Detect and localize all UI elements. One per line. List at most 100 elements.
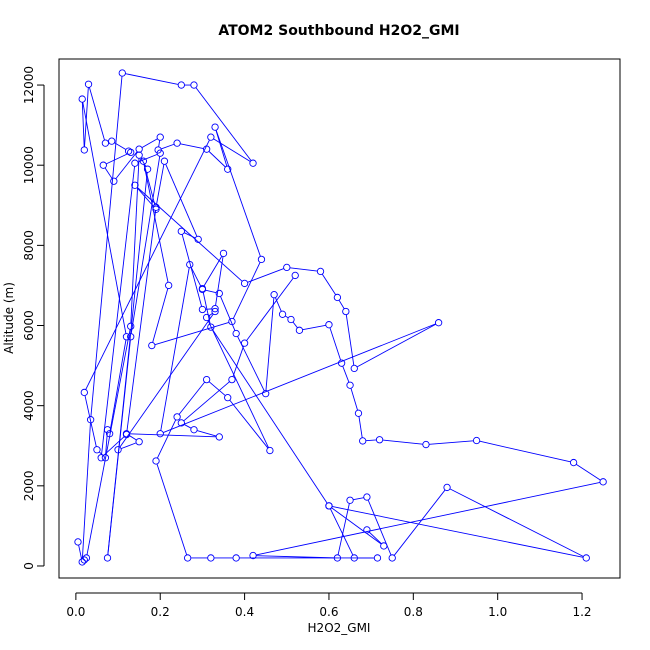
data-point [184, 554, 192, 562]
series-segment [141, 138, 158, 148]
series-segment [84, 395, 97, 447]
series-segment [140, 157, 147, 167]
series-segment [129, 433, 217, 438]
y-tick-label: 8000 [22, 230, 36, 261]
series-layer [74, 69, 607, 566]
series-segment [81, 422, 91, 559]
data-point [207, 554, 215, 562]
series-segment [215, 130, 261, 257]
data-point [207, 323, 215, 331]
x-tick-label: 0.6 [319, 605, 338, 619]
series-segment [181, 234, 203, 307]
data-point [295, 326, 304, 334]
series-segment [203, 255, 223, 287]
data-point [337, 359, 346, 367]
series-segment [353, 497, 364, 501]
series-segment [156, 164, 165, 205]
series-segment [393, 489, 446, 556]
data-point [127, 148, 135, 157]
series-segment [180, 143, 204, 149]
data-point [599, 478, 607, 486]
data-point [93, 446, 101, 454]
x-tick-label: 0.8 [404, 605, 423, 619]
series-segment [190, 267, 202, 287]
data-point [283, 263, 291, 272]
data-point [215, 289, 223, 298]
series-segment [207, 320, 269, 448]
series-segment [105, 432, 108, 455]
series-segment [152, 288, 169, 343]
series-segment [337, 503, 350, 555]
data-point [74, 538, 82, 546]
series-segment [208, 312, 213, 317]
y-tick-label: 4000 [22, 390, 36, 421]
data-point [148, 341, 156, 350]
series-segment [195, 87, 252, 161]
data-point [359, 437, 367, 445]
series-segment [289, 267, 318, 272]
x-axis: 0.0 0.2 0.4 0.6 0.8 1.0 1.2 [66, 592, 592, 619]
data-point [333, 554, 342, 562]
plot-frame [58, 58, 621, 579]
data-point [375, 436, 384, 444]
series-segment [137, 187, 243, 282]
series-segment [101, 166, 136, 455]
data-point [443, 483, 451, 492]
data-point [224, 394, 232, 402]
data-point [127, 333, 135, 341]
series-segment [126, 210, 157, 432]
series-segment [143, 164, 156, 207]
series-segment [104, 167, 113, 179]
x-tick-label: 1.0 [488, 605, 507, 619]
data-point [582, 554, 590, 562]
series-segment [356, 323, 437, 368]
y-axis: 0 2000 4000 6000 8000 10000 12000 [22, 66, 45, 570]
data-point [131, 159, 139, 167]
data-point [143, 165, 152, 173]
series-segment [321, 273, 337, 296]
series-segment [119, 313, 214, 448]
data-point [278, 310, 287, 318]
data-point [240, 279, 249, 288]
data-point [354, 409, 363, 417]
series-segment [331, 507, 382, 545]
data-point [270, 291, 278, 299]
series-segment [338, 299, 345, 309]
data-point [110, 177, 118, 185]
series-segment [479, 440, 571, 463]
data-point [219, 249, 228, 258]
series-segment [382, 439, 423, 445]
series-segment [332, 506, 584, 558]
series-segment [256, 555, 335, 559]
data-point [86, 416, 95, 424]
data-point [177, 81, 185, 89]
data-point [232, 329, 240, 338]
data-point [135, 438, 143, 446]
data-point [202, 145, 211, 153]
data-point [202, 313, 211, 322]
data-point [202, 375, 211, 384]
data-point [249, 551, 257, 560]
data-point [569, 458, 578, 467]
series-segment [156, 463, 188, 556]
series-segment [302, 324, 326, 331]
data-point [346, 496, 354, 504]
series-segment [90, 76, 123, 417]
series-segment [429, 440, 474, 445]
data-point [82, 554, 91, 562]
data-point [156, 430, 164, 438]
series-segment [350, 388, 358, 411]
series-segment [212, 329, 328, 504]
data-point [350, 364, 358, 373]
data-point [131, 181, 139, 189]
series-segment [103, 436, 125, 456]
series-segment [247, 268, 284, 283]
y-tick-label: 6000 [22, 310, 36, 341]
data-point [342, 307, 350, 316]
series-segment [449, 488, 584, 557]
y-tick-label: 0 [22, 562, 36, 570]
data-point [215, 433, 223, 441]
data-point [190, 81, 198, 89]
data-point [78, 95, 86, 103]
data-point [422, 440, 430, 449]
